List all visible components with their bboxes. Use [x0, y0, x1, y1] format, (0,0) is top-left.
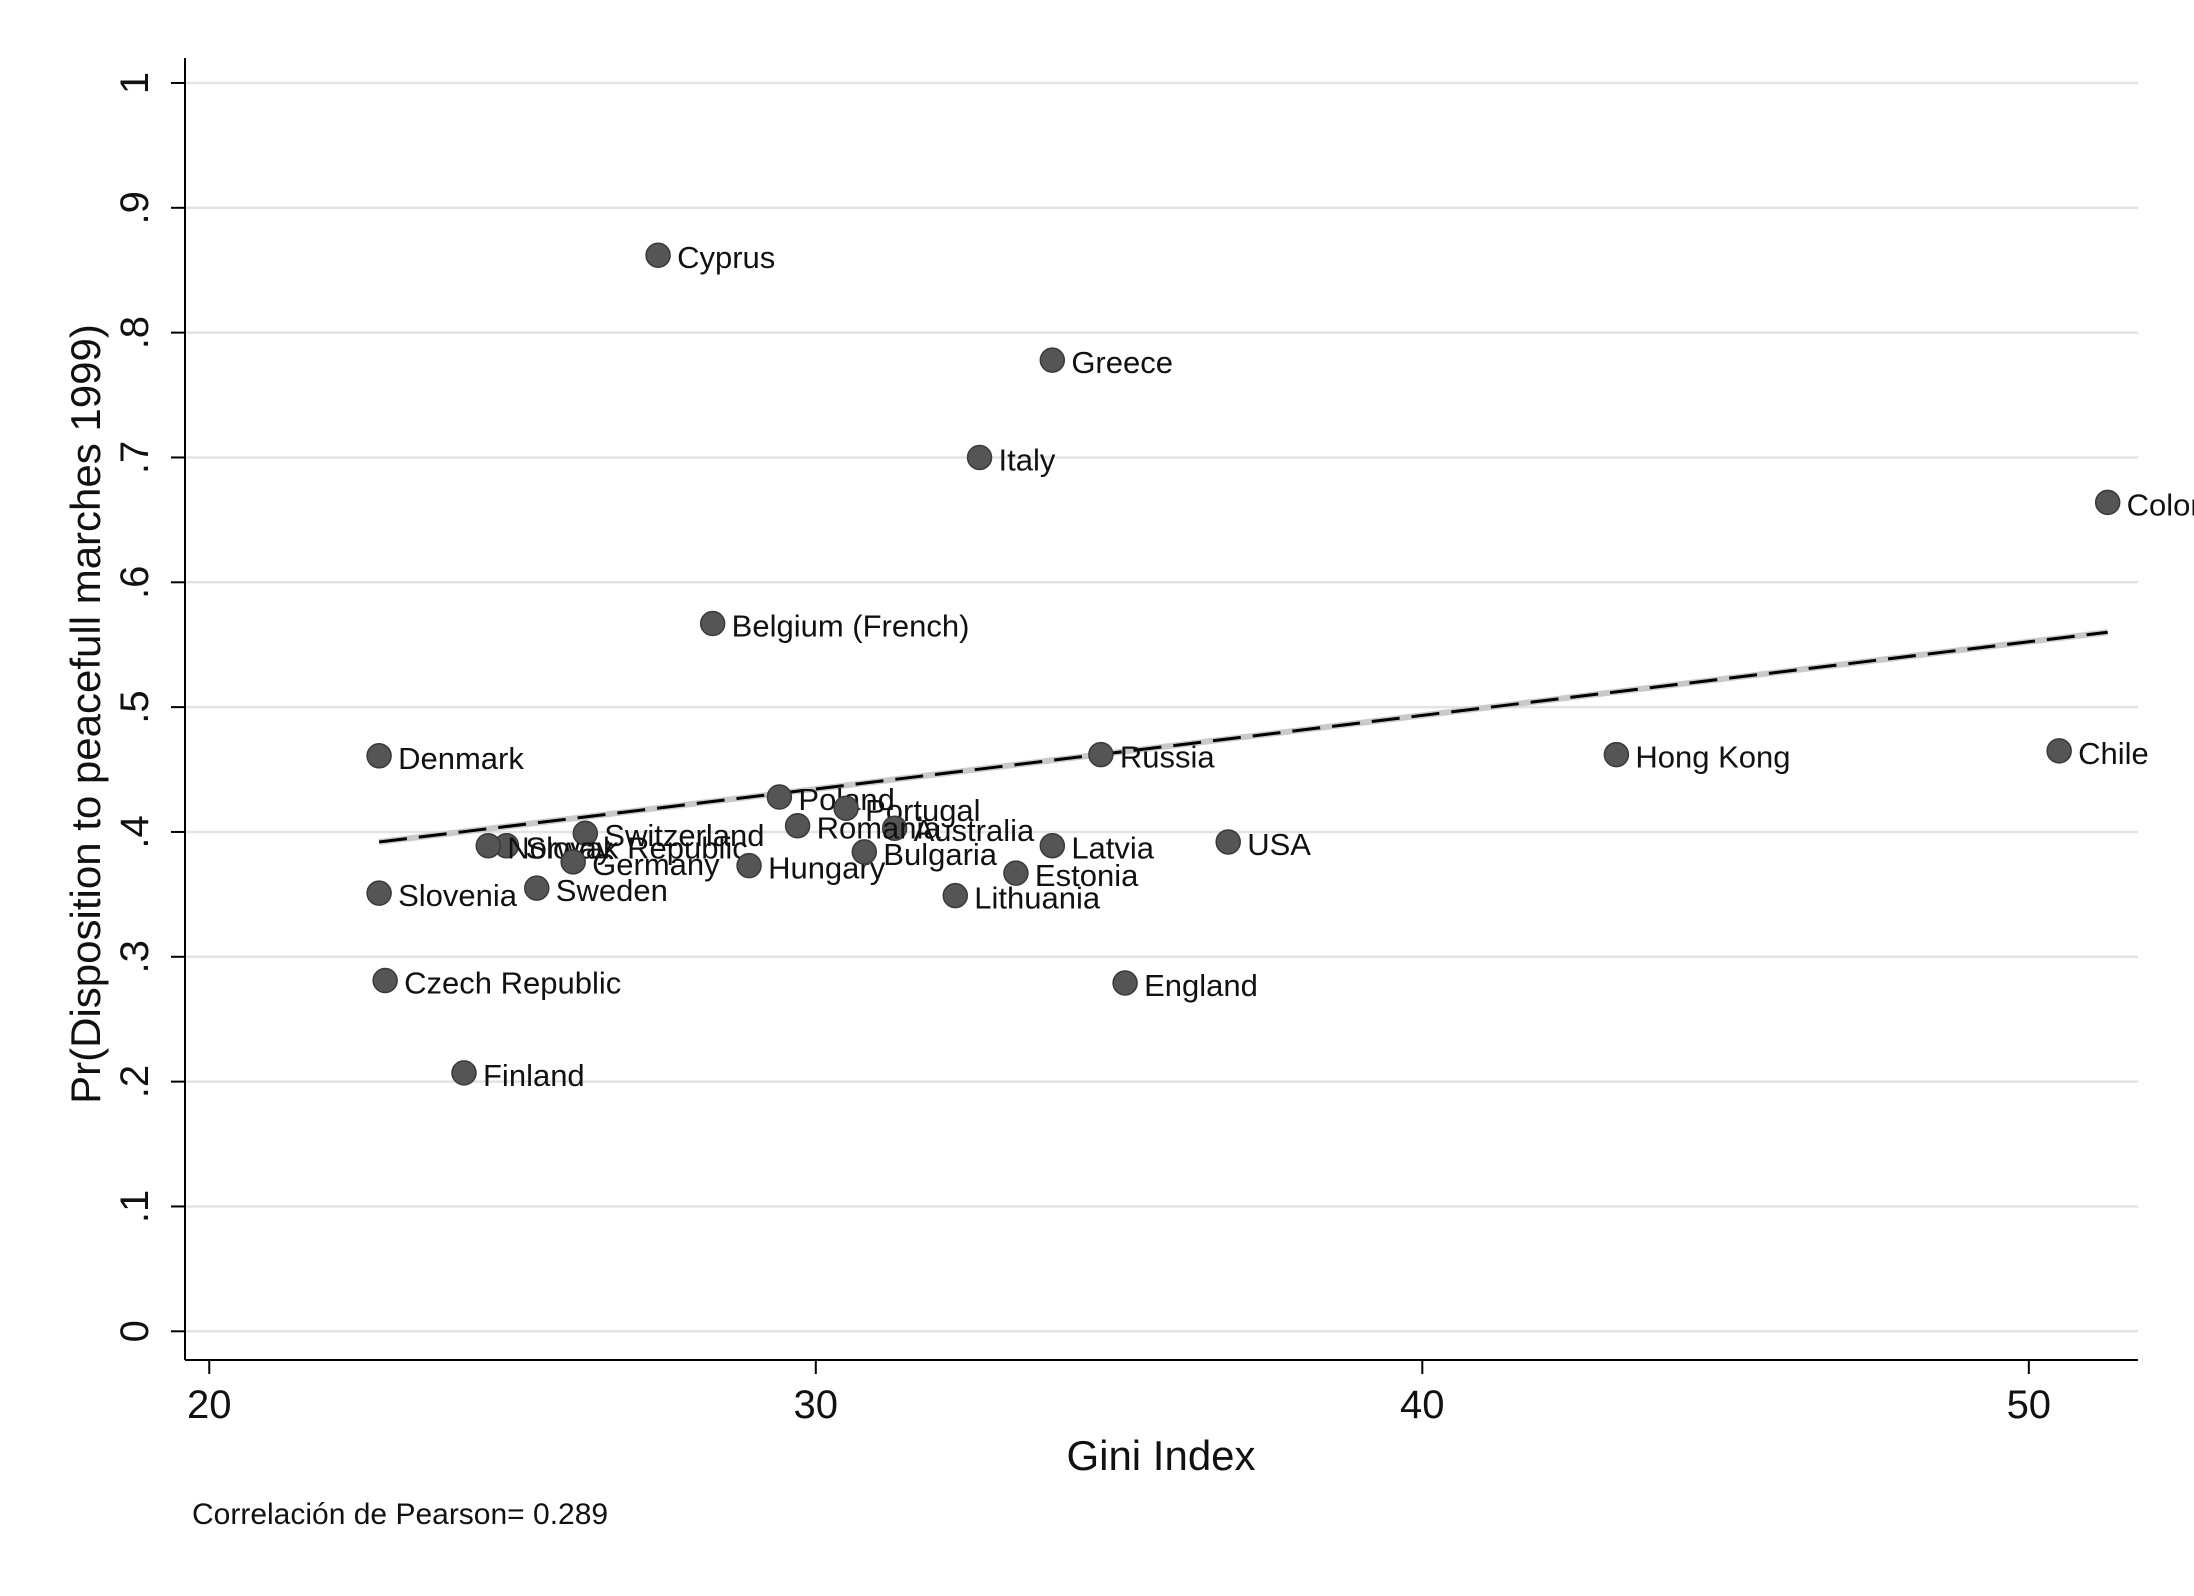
y-ticks: 0 .1 .2 .3 .4 .5 .6 .7 .8 .9 1	[113, 72, 185, 1342]
fit-line	[378, 630, 2108, 844]
data-point	[645, 242, 671, 268]
data-point	[1003, 860, 1029, 886]
point-label: Russia	[1120, 740, 1216, 775]
x-tick-label: 30	[794, 1383, 839, 1427]
data-point	[2094, 489, 2121, 516]
data-point	[736, 852, 762, 879]
y-tick-label: .4	[113, 815, 157, 848]
point-label: USA	[1247, 827, 1311, 862]
point-label: Bulgaria	[883, 837, 997, 872]
point-label: Australia	[914, 813, 1035, 848]
data-point	[699, 610, 726, 637]
y-tick-label: .2	[113, 1065, 157, 1098]
y-axis-title: Pr(Disposition to peacefull marches 1999…	[62, 324, 109, 1104]
data-point	[572, 820, 599, 846]
point-label: Greece	[1071, 345, 1173, 380]
point-label: Cyprus	[677, 240, 775, 275]
point-label: Chile	[2078, 736, 2149, 771]
y-tick-label: .9	[113, 191, 157, 224]
point-label: England	[1144, 968, 1258, 1003]
axes	[184, 58, 2138, 1361]
y-tick-label: .8	[113, 316, 157, 349]
y-tick-label: 1	[113, 72, 157, 94]
data-point	[2046, 738, 2072, 764]
data-point	[881, 815, 908, 841]
data-point	[560, 849, 586, 875]
point-label: Switzerland	[604, 818, 764, 853]
y-tick-label: .1	[113, 1190, 157, 1223]
point-label: Germany	[592, 847, 720, 882]
data-point	[966, 444, 993, 471]
point-label: Estonia	[1035, 858, 1139, 893]
data-point	[766, 784, 793, 810]
point-label: Italy	[999, 442, 1056, 477]
y-tick-label: .7	[113, 441, 157, 474]
data-point	[784, 812, 811, 839]
point-label: Latvia	[1071, 831, 1154, 866]
y-tick-label: .5	[113, 690, 157, 723]
data-point	[1603, 741, 1630, 768]
data-point	[851, 839, 878, 865]
data-point	[1039, 832, 1066, 859]
pearson-note: Correlación de Pearson= 0.289	[192, 1498, 608, 1531]
x-tick-label: 40	[1400, 1383, 1445, 1427]
data-point	[1039, 347, 1066, 373]
grid-lines	[185, 81, 2138, 1333]
data-point	[942, 882, 969, 909]
data-point	[1088, 741, 1114, 768]
point-label: Belgium (French)	[732, 608, 970, 643]
point-label: Czech Republic	[404, 966, 621, 1001]
data-point	[475, 832, 502, 859]
point-label: Sweden	[556, 873, 668, 908]
data-point	[833, 795, 859, 821]
point-label: Finland	[483, 1058, 585, 1093]
data-point	[1112, 970, 1138, 996]
point-label: Denmark	[398, 741, 524, 776]
data-point	[451, 1060, 477, 1086]
data-point	[372, 967, 398, 994]
point-label: Norway	[507, 831, 613, 866]
point-label: Hong Kong	[1635, 740, 1790, 775]
point-label: Colombia	[2127, 487, 2194, 522]
x-axis-title: Gini Index	[1066, 1432, 1255, 1479]
data-point	[366, 880, 392, 906]
point-label: Lithuania	[974, 881, 1101, 916]
y-tick-label: 0	[113, 1320, 157, 1342]
x-tick-label: 20	[187, 1383, 232, 1427]
y-tick-label: .6	[113, 566, 157, 599]
data-points: Cyprus Greece Italy Colombia Belgium (French…	[366, 240, 2194, 1093]
fit-line-layer	[378, 629, 2109, 845]
data-point	[1215, 829, 1241, 855]
point-label: Romania	[817, 811, 942, 846]
data-point	[366, 743, 392, 769]
x-ticks: 20 30 40 50	[187, 1360, 2051, 1427]
data-point	[524, 875, 550, 901]
x-tick-label: 50	[2007, 1383, 2052, 1427]
point-label: Slovenia	[398, 878, 518, 913]
y-tick-label: .3	[113, 940, 157, 973]
